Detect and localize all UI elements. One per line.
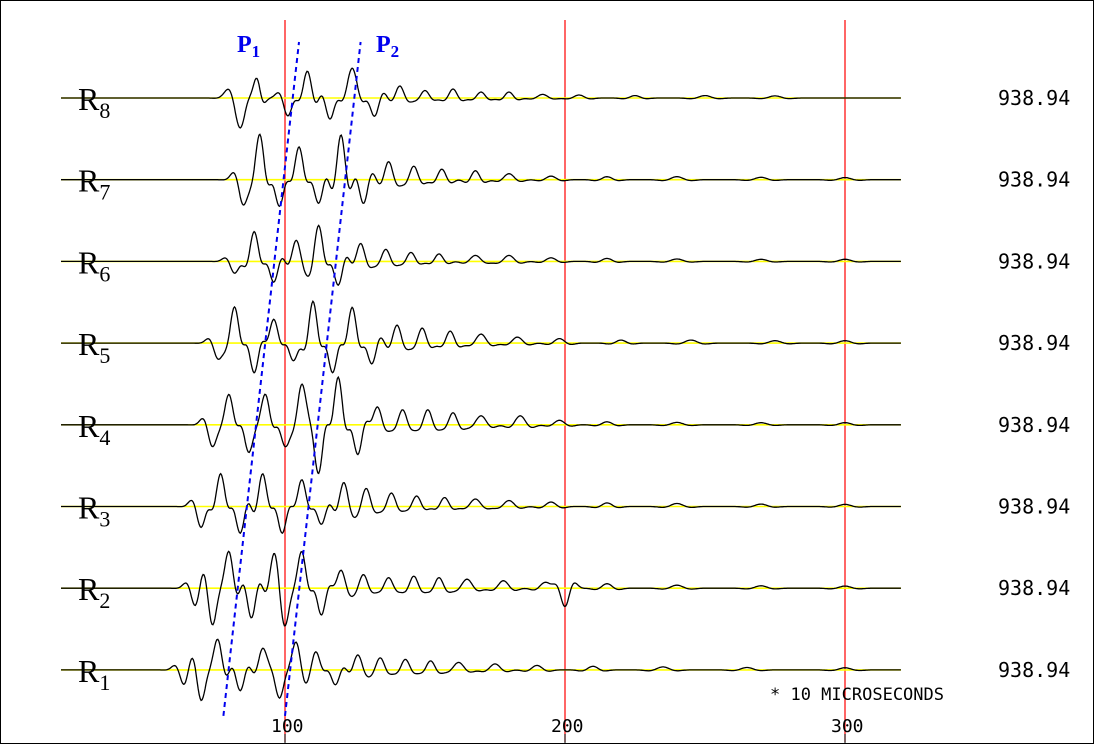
- trace-value-label: 938.94: [998, 168, 1070, 192]
- receiver-label: R2: [78, 571, 110, 613]
- waveform-trace: [61, 133, 901, 208]
- trace-value-labels: 938.94 938.94 938.94 938.94 938.94 938.94 938.…: [998, 86, 1070, 682]
- waveform-traces: [61, 67, 901, 702]
- x-tick-label: 300: [831, 716, 864, 737]
- trace-baselines: [61, 97, 901, 671]
- x-unit-note: * 10 MICROSECONDS: [770, 685, 944, 705]
- trace-value-label: 938.94: [998, 249, 1070, 273]
- waveform-trace: [61, 300, 901, 374]
- receiver-label: R8: [78, 81, 110, 123]
- waveform-trace: [61, 550, 901, 627]
- receiver-label: R4: [78, 408, 110, 450]
- waveform-trace: [61, 638, 901, 702]
- trace-value-label: 938.94: [998, 658, 1070, 682]
- x-axis: 100 200 300 * 10 MICROSECONDS: [271, 685, 944, 743]
- waveform-trace: [61, 375, 901, 475]
- waveform-trace: [61, 67, 901, 129]
- waveform-trace: [61, 224, 901, 286]
- receiver-label: R7: [78, 163, 110, 205]
- trace-value-label: 938.94: [998, 86, 1070, 110]
- trace-value-label: 938.94: [998, 576, 1070, 600]
- receiver-label: R5: [78, 326, 110, 368]
- time-markers: [284, 20, 846, 742]
- trace-value-label: 938.94: [998, 413, 1070, 437]
- x-tick-label: 200: [551, 716, 584, 737]
- trace-value-label: 938.94: [998, 331, 1070, 355]
- receiver-label: R6: [78, 244, 110, 286]
- receiver-label: R3: [78, 490, 110, 532]
- phase-pick-label: P2: [376, 32, 399, 61]
- receiver-label: R1: [78, 653, 110, 695]
- phase-pick-line: [284, 41, 362, 717]
- x-tick-label: 100: [271, 716, 304, 737]
- waveform-trace: [61, 472, 901, 535]
- phase-pick-label: P1: [237, 32, 260, 61]
- phase-picks: P1 P2: [222, 32, 399, 717]
- trace-value-label: 938.94: [998, 495, 1070, 519]
- receiver-labels: R8 R7 R6 R5 R4 R3 R2 R1: [78, 81, 110, 695]
